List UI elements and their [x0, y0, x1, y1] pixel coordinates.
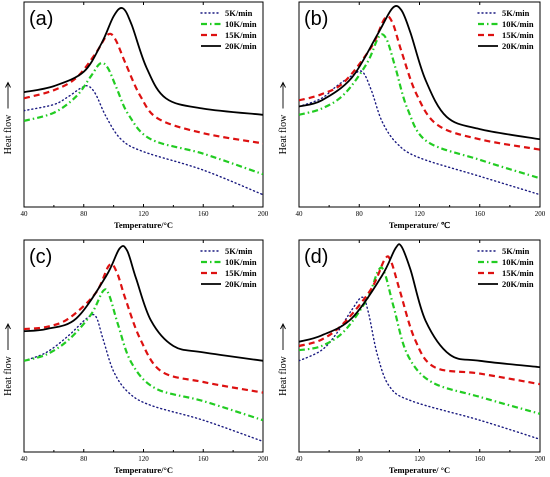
x-tick-label: 200: [535, 455, 546, 463]
x-tick-label: 40: [21, 210, 29, 218]
series-line-10k-min: [24, 61, 263, 176]
x-tick-label: 120: [138, 455, 149, 463]
y-arrow-head: [280, 322, 286, 330]
legend-label: 10K/min: [225, 257, 257, 267]
y-axis-title: Heat flow: [278, 114, 289, 154]
legend-label: 10K/min: [502, 19, 534, 29]
series-line-15k-min: [299, 15, 540, 151]
x-tick-label: 80: [80, 455, 88, 463]
series-line-5k-min: [299, 70, 540, 196]
x-tick-label: 160: [198, 210, 209, 218]
legend-label: 20K/min: [502, 279, 534, 289]
series-line-20k-min: [24, 245, 263, 362]
series-line-20k-min: [24, 7, 263, 116]
x-tick-label: 40: [21, 455, 29, 463]
x-tick-label: 40: [296, 455, 304, 463]
x-axis-title: Temperature/ °C: [389, 465, 450, 475]
y-arrow-head: [5, 81, 11, 88]
y-axis-title: Heat flow: [278, 355, 289, 395]
x-tick-label: 120: [414, 210, 425, 218]
series-line-10k-min: [299, 266, 540, 415]
panel-label: (c): [29, 246, 52, 268]
x-tick-label: 160: [475, 455, 486, 463]
x-tick-label: 200: [258, 210, 269, 218]
x-tick-label: 160: [475, 210, 486, 218]
panel-label: (a): [29, 8, 53, 30]
series-line-20k-min: [299, 243, 540, 369]
x-tick-label: 120: [414, 455, 425, 463]
panel-label: (b): [304, 8, 328, 30]
panel-a: 40 80 120 160 200 Temperature/°C Heat flow (a) 5…: [3, 1, 269, 230]
legend-label: 10K/min: [225, 19, 257, 29]
x-tick-label: 80: [80, 210, 88, 218]
legend-label: 15K/min: [502, 268, 534, 278]
series-line-5k-min: [299, 296, 540, 440]
panel-c: 40 80 120 160 200 Temperature/°C Heat flow (c) 5…: [3, 239, 269, 475]
legend-label: 15K/min: [502, 30, 534, 40]
panel-label: (d): [304, 246, 328, 268]
legend-label: 5K/min: [225, 8, 253, 18]
y-arrow-head: [5, 322, 11, 330]
series-line-10k-min: [24, 288, 263, 422]
series-line-15k-min: [24, 32, 263, 145]
series-line-20k-min: [299, 5, 540, 141]
legend-label: 10K/min: [502, 257, 534, 267]
x-axis-title: Temperature/°C: [114, 465, 173, 475]
x-tick-label: 200: [535, 210, 546, 218]
x-axis-title: Temperature/ ℃: [389, 220, 451, 230]
x-tick-label: 80: [356, 210, 364, 218]
x-tick-label: 120: [138, 210, 149, 218]
y-axis-title: Heat flow: [3, 355, 14, 395]
legend-label: 5K/min: [502, 8, 530, 18]
x-tick-label: 160: [198, 455, 209, 463]
x-axis-title: Temperature/°C: [114, 220, 173, 230]
x-tick-label: 40: [296, 210, 304, 218]
x-tick-label: 200: [258, 455, 269, 463]
legend-label: 15K/min: [225, 30, 257, 40]
series-line-5k-min: [24, 313, 263, 443]
panel-d: 40 80 120 160 200 Temperature/ °C Heat flow (d)…: [278, 239, 546, 475]
x-tick-label: 80: [356, 455, 364, 463]
legend-label: 15K/min: [225, 268, 257, 278]
legend-label: 5K/min: [502, 246, 530, 256]
legend-label: 20K/min: [225, 41, 257, 51]
legend-label: 20K/min: [502, 41, 534, 51]
y-axis-title: Heat flow: [3, 114, 14, 154]
legend-label: 5K/min: [225, 246, 253, 256]
series-line-5k-min: [24, 85, 263, 196]
legend-label: 20K/min: [225, 279, 257, 289]
y-arrow-head: [280, 81, 286, 88]
series-line-10k-min: [299, 33, 540, 180]
panel-b: 40 80 120 160 200 Temperature/ ℃ Heat flow (b) 5…: [278, 1, 546, 230]
